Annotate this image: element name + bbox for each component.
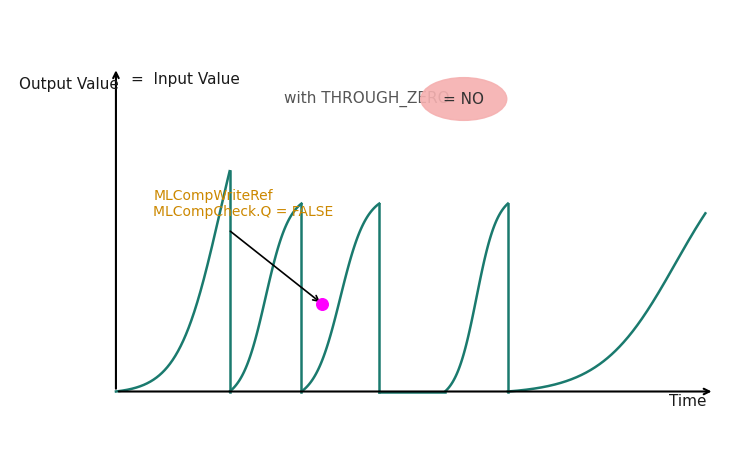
Point	[316, 301, 328, 308]
Text: = NO: = NO	[444, 91, 484, 107]
Text: Time: Time	[669, 395, 707, 410]
Text: with THROUGH_ZERO: with THROUGH_ZERO	[284, 91, 450, 107]
Text: MLCompWriteRef
MLCompCheck.Q = FALSE: MLCompWriteRef MLCompCheck.Q = FALSE	[153, 189, 334, 219]
Ellipse shape	[420, 77, 507, 120]
Text: =  Input Value: = Input Value	[131, 72, 240, 87]
Text: Output Value: Output Value	[19, 76, 119, 91]
